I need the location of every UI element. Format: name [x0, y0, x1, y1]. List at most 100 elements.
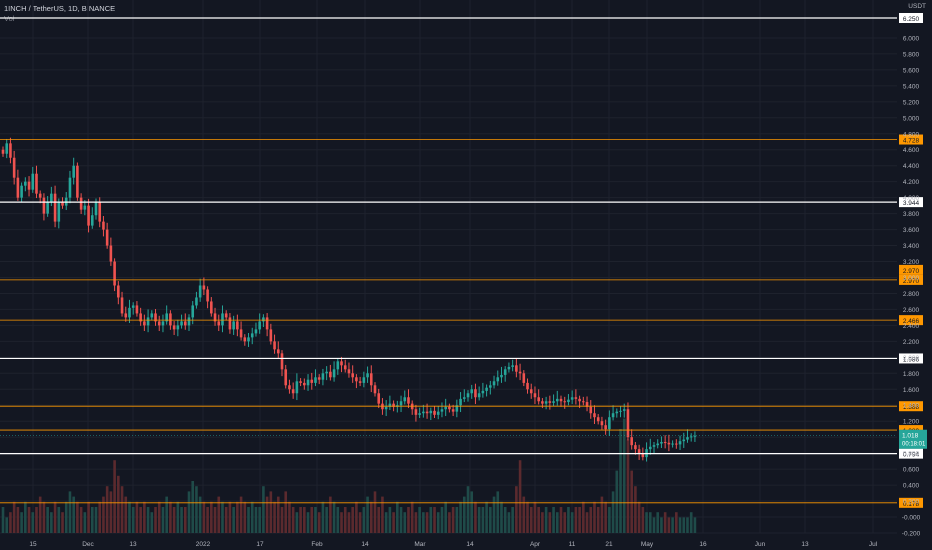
volume-bar — [622, 418, 626, 533]
volume-bar — [228, 501, 232, 533]
volume-bar — [384, 512, 388, 533]
candle-body — [693, 435, 697, 437]
candle-body — [537, 397, 540, 402]
volume-bar — [582, 501, 585, 533]
candle-body — [593, 413, 596, 418]
volume-bar — [258, 507, 261, 533]
y-tick-label: 2.200 — [903, 339, 920, 346]
candle-body — [637, 449, 641, 454]
volume-bar — [362, 507, 366, 533]
candle-body — [470, 389, 474, 394]
candle-body — [541, 401, 544, 404]
x-tick-label: 11 — [569, 541, 576, 548]
candle-body — [511, 365, 514, 367]
volume-bar — [656, 512, 660, 533]
candle-body — [578, 398, 581, 402]
candle-body — [689, 436, 693, 438]
level-price-label: 3.944 — [903, 200, 920, 207]
candle-body — [582, 401, 585, 403]
candle-body — [325, 371, 328, 374]
candle-body — [459, 398, 462, 406]
candle-body — [258, 321, 261, 330]
volume-bar — [474, 501, 477, 533]
candle-body — [392, 403, 395, 407]
volume-bar — [254, 507, 258, 533]
candle-body — [619, 410, 622, 412]
candle-body — [35, 173, 38, 194]
extra-price-tag — [899, 264, 923, 275]
volume-bar — [399, 507, 403, 533]
volume-bar — [284, 491, 288, 533]
volume-bar — [310, 507, 314, 533]
volume-bar — [64, 501, 68, 533]
volume-bar — [72, 496, 75, 533]
volume-bar — [239, 496, 243, 533]
candle-body — [195, 297, 198, 306]
volume-bar — [596, 507, 600, 533]
candle-body — [399, 401, 403, 406]
y-tick-label: 0.800 — [903, 451, 920, 458]
x-tick-label: 14 — [466, 541, 474, 548]
candle-body — [38, 193, 42, 198]
y-tick-label: 1.600 — [903, 387, 920, 394]
candle-body — [615, 411, 619, 414]
volume-bar — [671, 517, 674, 533]
volume-bar — [466, 486, 470, 533]
volume-bar — [288, 501, 291, 533]
volume-bar — [529, 507, 533, 533]
candle-body — [9, 143, 12, 158]
volume-bar — [686, 517, 689, 533]
volume-bar — [50, 512, 53, 533]
volume-bar — [317, 512, 321, 533]
volume-bar — [555, 512, 559, 533]
volume-bar — [198, 496, 202, 533]
candle-body — [299, 381, 302, 383]
x-tick-label: Jul — [869, 541, 878, 548]
candle-body — [321, 373, 325, 380]
candle-body — [489, 385, 492, 388]
volume-bar — [165, 496, 168, 533]
candle-body — [630, 437, 633, 446]
volume-bar — [485, 501, 488, 533]
volume-bar — [652, 517, 656, 533]
volume-bar — [172, 507, 176, 533]
y-tick-label: 6.000 — [903, 35, 920, 42]
volume-bar — [94, 507, 98, 533]
candle-body — [202, 285, 206, 290]
y-tick-label: 1.400 — [903, 403, 920, 410]
candle-body — [336, 361, 340, 370]
candle-body — [20, 185, 23, 198]
x-tick-label: Apr — [530, 541, 541, 548]
currency-label: USDT — [908, 3, 926, 10]
candle-body — [634, 445, 637, 450]
candle-body — [600, 421, 604, 426]
candle-body — [433, 410, 436, 415]
volume-bar — [496, 491, 500, 533]
volume-bar — [541, 512, 544, 533]
candle-body — [596, 417, 600, 422]
level-price-label: 0.178 — [903, 501, 920, 508]
candle-body — [228, 317, 232, 330]
candle-body — [444, 406, 447, 410]
candle-body — [83, 205, 87, 210]
volume-bar — [462, 496, 466, 533]
y-tick-label: 5.800 — [903, 51, 920, 58]
x-tick-label: 2022 — [196, 541, 211, 548]
volume-bar — [206, 507, 209, 533]
candle-body — [150, 313, 154, 318]
volume-bar — [689, 512, 693, 533]
level-price-label: 6.250 — [903, 16, 920, 23]
volume-bar — [682, 517, 686, 533]
volume-bar — [444, 501, 447, 533]
candle-body — [247, 337, 250, 342]
volume-bar — [128, 501, 131, 533]
volume-bar — [306, 512, 310, 533]
volume-bar — [180, 507, 183, 533]
candle-body — [42, 197, 46, 214]
volume-bar — [537, 507, 540, 533]
candle-body — [436, 411, 440, 415]
volume-bar — [143, 501, 146, 533]
candle-body — [165, 313, 168, 322]
candle-body — [206, 289, 209, 302]
